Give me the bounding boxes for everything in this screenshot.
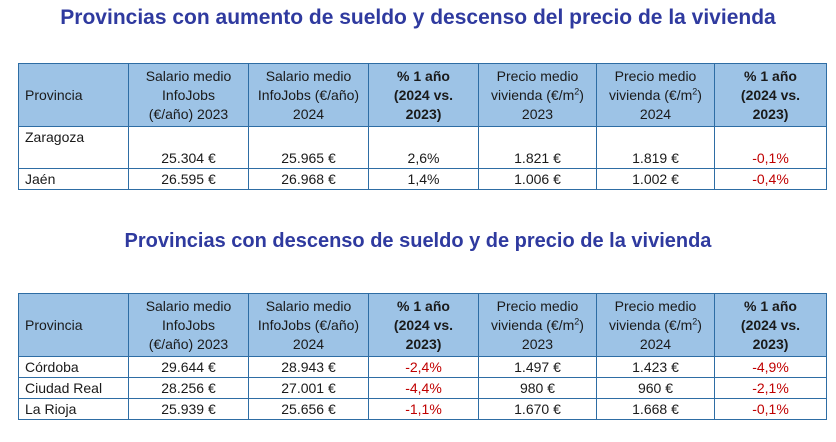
table-row: La Rioja 25.939 € 25.656 € -1,1% 1.670 €… xyxy=(18,398,827,420)
header-provincia: Provincia xyxy=(18,293,129,357)
cell-pct-salario: -2,4% xyxy=(368,356,479,378)
header-pct-salario: % 1 año (2024 vs. 2023) xyxy=(368,293,479,357)
cell-vivienda-2024: 1.819 € xyxy=(596,126,715,169)
header-vivienda-2024: Precio medio vivienda (€/m2) 2024 xyxy=(596,293,715,357)
cell-salario-2023: 26.595 € xyxy=(128,168,249,190)
cell-pct-vivienda: -0,1% xyxy=(714,398,827,420)
table-header-row: Provincia Salario medio InfoJobs (€/año) 2… xyxy=(18,293,827,357)
cell-provincia: La Rioja xyxy=(18,398,129,420)
cell-pct-salario: -1,1% xyxy=(368,398,479,420)
cell-salario-2024: 25.656 € xyxy=(248,398,369,420)
header-pct-vivienda: % 1 año (2024 vs. 2023) xyxy=(714,293,827,357)
cell-pct-salario: -4,4% xyxy=(368,377,479,399)
cell-pct-vivienda: -4,9% xyxy=(714,356,827,378)
header-vivienda-2023: Precio medio vivienda (€/m2) 2023 xyxy=(478,293,597,357)
cell-vivienda-2024: 1.002 € xyxy=(596,168,715,190)
header-vivienda-2023: Precio medio vivienda (€/m2) 2023 xyxy=(478,63,597,127)
cell-provincia: Zaragoza xyxy=(18,126,129,169)
cell-salario-2024: 27.001 € xyxy=(248,377,369,399)
cell-vivienda-2023: 1.497 € xyxy=(478,356,597,378)
cell-salario-2023: 25.939 € xyxy=(128,398,249,420)
table-row: Zaragoza 25.304 € 25.965 € 2,6% 1.821 € … xyxy=(18,126,827,169)
header-salario-2023: Salario medio InfoJobs (€/año) 2023 xyxy=(128,293,249,357)
cell-salario-2024: 25.965 € xyxy=(248,126,369,169)
cell-pct-salario: 1,4% xyxy=(368,168,479,190)
cell-vivienda-2023: 1.821 € xyxy=(478,126,597,169)
cell-salario-2024: 26.968 € xyxy=(248,168,369,190)
cell-salario-2023: 25.304 € xyxy=(128,126,249,169)
table-row: Jaén 26.595 € 26.968 € 1,4% 1.006 € 1.00… xyxy=(18,168,827,190)
cell-salario-2023: 28.256 € xyxy=(128,377,249,399)
table-decrease-salary: Provincia Salario medio InfoJobs (€/año) 2… xyxy=(18,293,827,420)
cell-vivienda-2024: 1.423 € xyxy=(596,356,715,378)
header-salario-2023: Salario medio InfoJobs (€/año) 2023 xyxy=(128,63,249,127)
header-provincia: Provincia xyxy=(18,63,129,127)
table-row: Ciudad Real 28.256 € 27.001 € -4,4% 980 … xyxy=(18,377,827,399)
header-pct-vivienda: % 1 año (2024 vs. 2023) xyxy=(714,63,827,127)
cell-provincia: Córdoba xyxy=(18,356,129,378)
table-row: Córdoba 29.644 € 28.943 € -2,4% 1.497 € … xyxy=(18,356,827,378)
section-title-decrease: Provincias con descenso de sueldo y de p… xyxy=(124,230,712,252)
header-salario-2024: Salario medio InfoJobs (€/año) 2024 xyxy=(248,293,369,357)
cell-vivienda-2023: 1.006 € xyxy=(478,168,597,190)
cell-pct-vivienda: -0,1% xyxy=(714,126,827,169)
cell-vivienda-2024: 1.668 € xyxy=(596,398,715,420)
header-salario-2024: Salario medio InfoJobs (€/año) 2024 xyxy=(248,63,369,127)
table-header-row: Provincia Salario medio InfoJobs (€/año) 2… xyxy=(18,63,827,127)
cell-pct-vivienda: -0,4% xyxy=(714,168,827,190)
header-vivienda-2024: Precio medio vivienda (€/m2) 2024 xyxy=(596,63,715,127)
cell-vivienda-2024: 960 € xyxy=(596,377,715,399)
cell-vivienda-2023: 1.670 € xyxy=(478,398,597,420)
cell-salario-2024: 28.943 € xyxy=(248,356,369,378)
cell-provincia: Ciudad Real xyxy=(18,377,129,399)
table-increase-salary: Provincia Salario medio InfoJobs (€/año) 2… xyxy=(18,63,827,190)
cell-salario-2023: 29.644 € xyxy=(128,356,249,378)
cell-provincia: Jaén xyxy=(18,168,129,190)
cell-vivienda-2023: 980 € xyxy=(478,377,597,399)
cell-pct-salario: 2,6% xyxy=(368,126,479,169)
section-title-increase: Provincias con aumento de sueldo y desce… xyxy=(60,6,776,29)
cell-pct-vivienda: -2,1% xyxy=(714,377,827,399)
header-pct-salario: % 1 año (2024 vs. 2023) xyxy=(368,63,479,127)
